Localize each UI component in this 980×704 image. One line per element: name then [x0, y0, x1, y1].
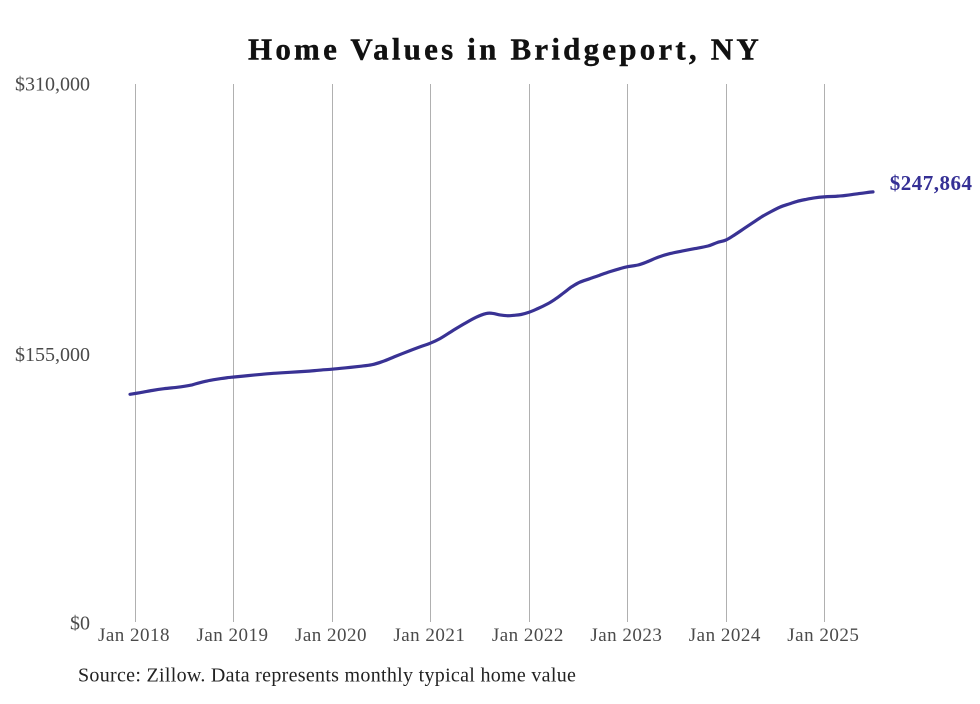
svg-text:Jan 2020: Jan 2020 — [295, 625, 367, 646]
svg-text:$247,864: $247,864 — [890, 171, 973, 195]
svg-text:Jan 2025: Jan 2025 — [787, 625, 859, 646]
svg-text:$155,000: $155,000 — [15, 344, 90, 366]
svg-text:Jan 2023: Jan 2023 — [590, 625, 662, 646]
svg-text:$310,000: $310,000 — [15, 74, 90, 96]
svg-text:Home Values in Bridgeport, NY: Home Values in Bridgeport, NY — [248, 32, 762, 67]
svg-text:Jan 2021: Jan 2021 — [393, 625, 465, 646]
svg-text:Jan 2019: Jan 2019 — [196, 625, 268, 646]
svg-text:Jan 2018: Jan 2018 — [98, 625, 170, 646]
svg-text:Jan 2022: Jan 2022 — [492, 625, 564, 646]
svg-text:Source: Zillow. Data represent: Source: Zillow. Data represents monthly … — [78, 664, 576, 686]
svg-text:$0: $0 — [70, 612, 90, 634]
svg-text:Jan 2024: Jan 2024 — [689, 625, 761, 646]
